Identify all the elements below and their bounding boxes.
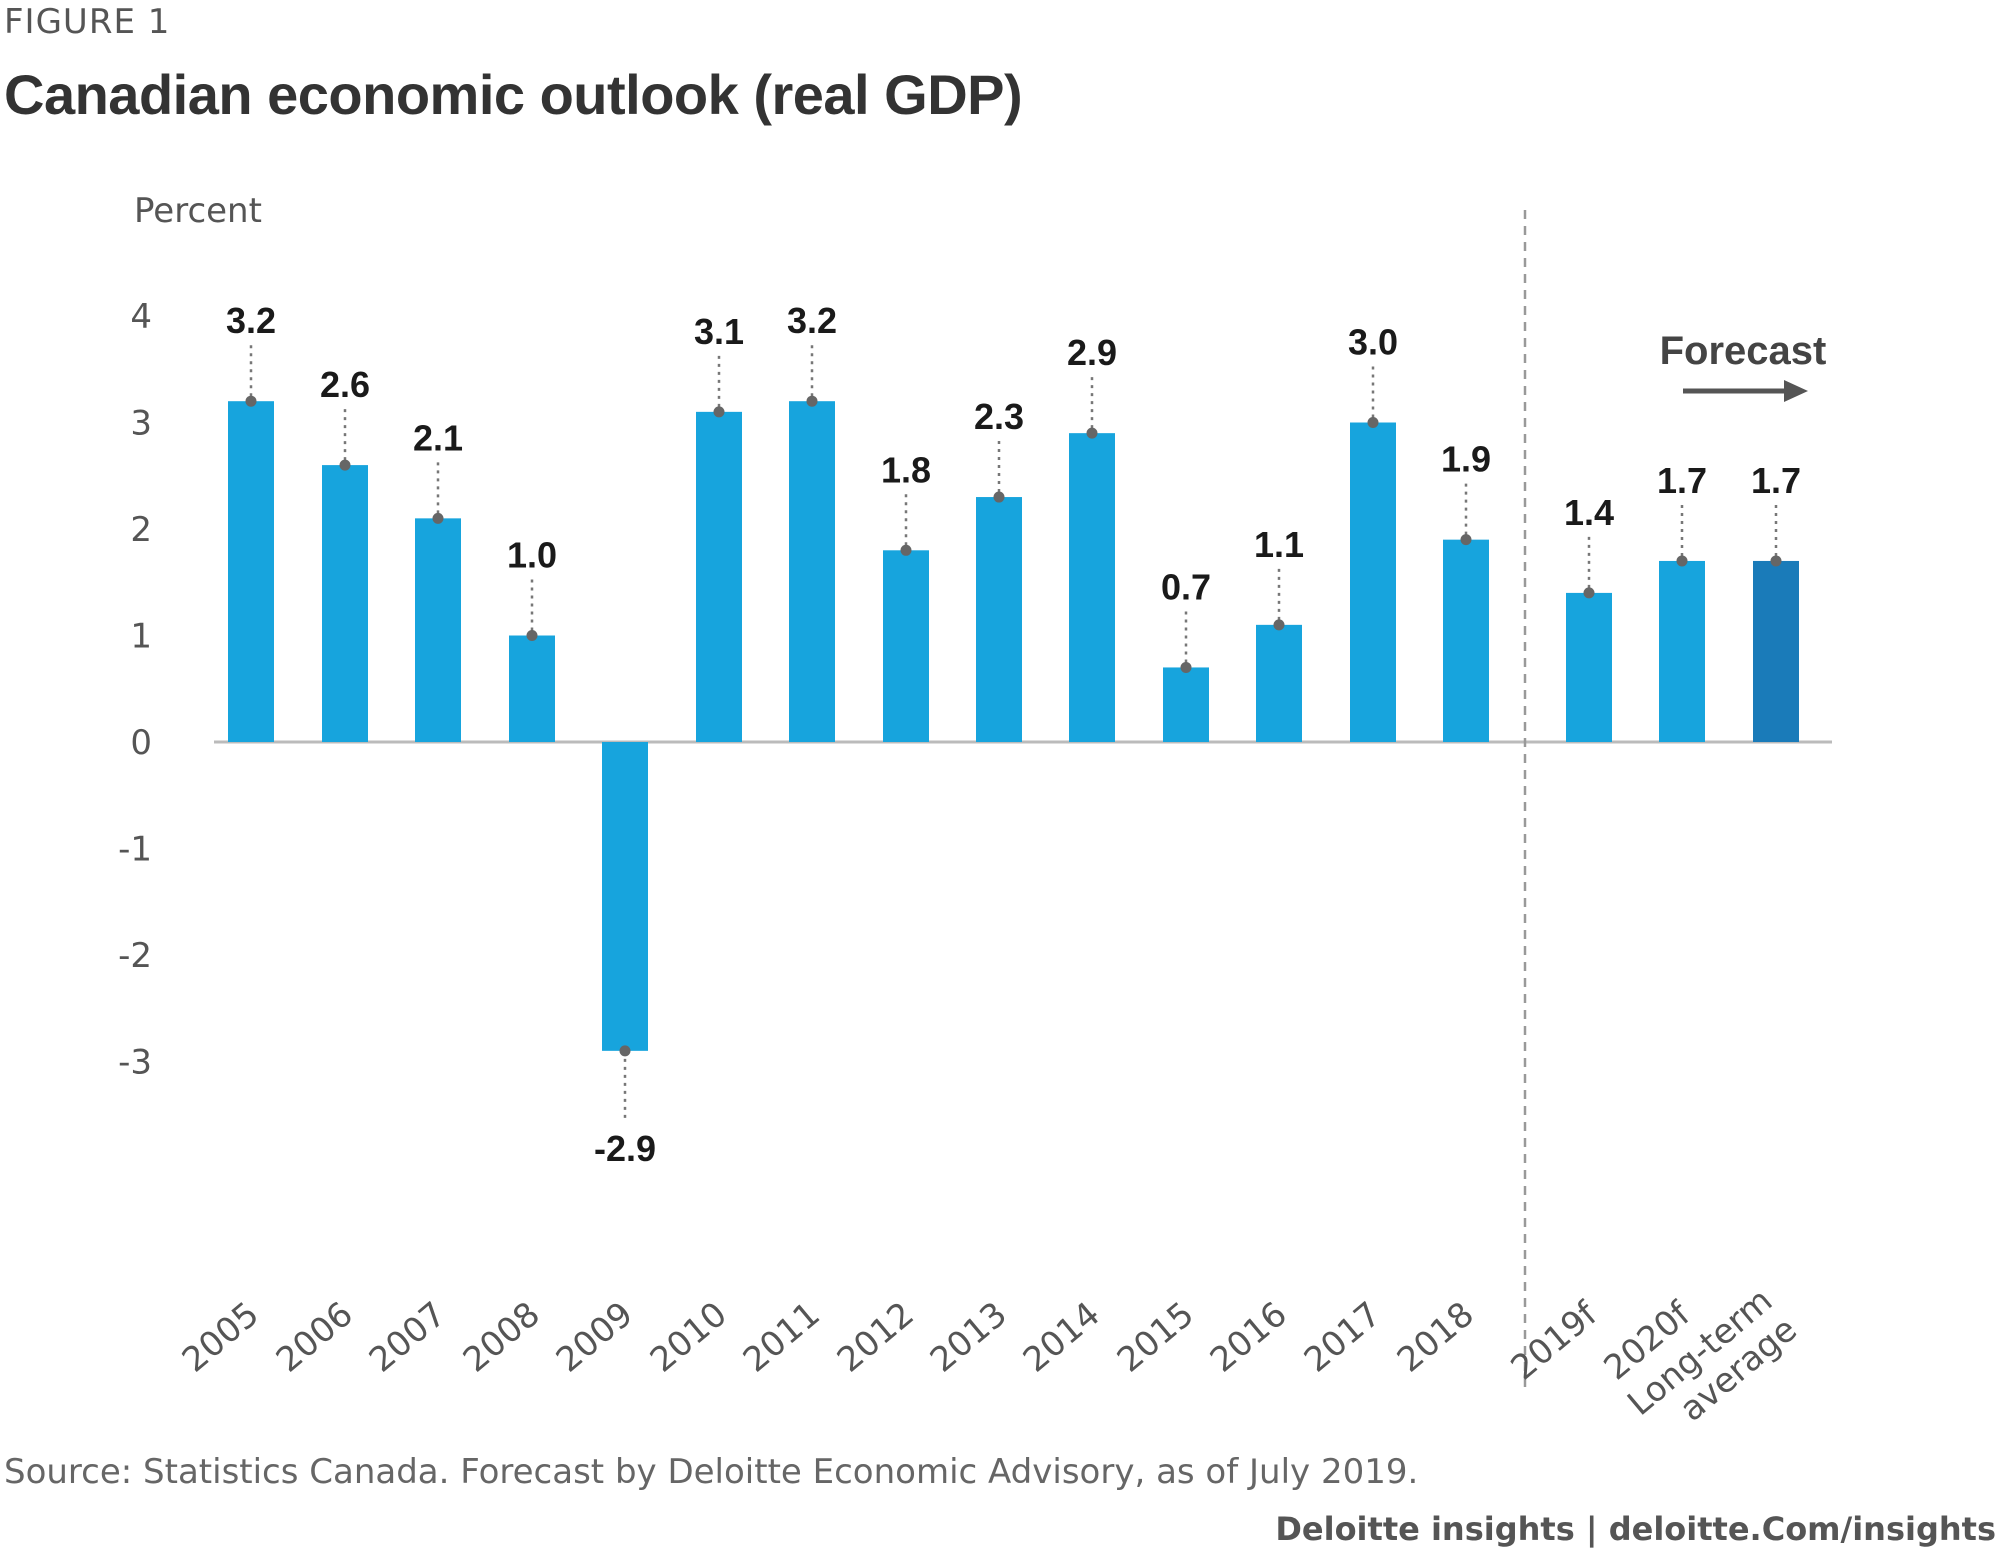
value-label: 2.6 (320, 364, 370, 405)
bar-2012 (883, 550, 929, 742)
bar-2005 (228, 401, 274, 742)
bar-2014 (1069, 433, 1115, 742)
value-label: 1.8 (881, 449, 931, 490)
value-label: 1.7 (1751, 460, 1801, 501)
forecast-annotation: Forecast (1660, 329, 1827, 402)
x-tick-label: 2007 (362, 1294, 454, 1380)
value-label: 2.9 (1067, 332, 1117, 373)
value-label: -2.9 (594, 1128, 656, 1169)
value-marker (1086, 427, 1098, 439)
y-tick-label: 2 (130, 510, 152, 550)
x-tick-label: 2015 (1110, 1294, 1202, 1380)
x-tick-label: 2013 (923, 1294, 1015, 1380)
x-tick-label: 2016 (1203, 1294, 1295, 1380)
chart-bars (228, 401, 1799, 1051)
value-label: 3.2 (787, 300, 837, 341)
value-label: 1.9 (1441, 439, 1491, 480)
value-marker (1676, 555, 1688, 567)
source-note: Source: Statistics Canada. Forecast by D… (4, 1452, 1419, 1492)
value-label: 1.4 (1564, 492, 1614, 533)
x-tick-label: 2010 (643, 1294, 735, 1380)
value-marker (245, 395, 257, 407)
y-axis-title: Percent (134, 191, 262, 231)
x-tick-label: 2011 (736, 1294, 828, 1380)
y-tick-label: 1 (130, 617, 152, 657)
bar-2011 (789, 401, 835, 742)
chart-axes: Percent 4 3 2 1 0 -1 -2 -3 (118, 191, 1832, 1390)
credit-line: Deloitte insights | deloitte.Com/insight… (1275, 1510, 1996, 1548)
bar-2013 (976, 497, 1022, 742)
y-tick-label: -2 (118, 936, 152, 976)
y-tick-label: 3 (130, 404, 152, 444)
forecast-label: Forecast (1660, 329, 1827, 373)
value-label: 1.7 (1657, 460, 1707, 501)
value-label: 1.1 (1254, 524, 1304, 565)
value-marker (1180, 661, 1192, 673)
value-label: 3.0 (1348, 322, 1398, 363)
value-label: 3.1 (694, 311, 744, 352)
value-marker (713, 406, 725, 418)
figure-label: FIGURE 1 (4, 2, 171, 42)
value-label: 1.0 (507, 535, 557, 576)
x-tick-label: 2008 (456, 1294, 548, 1380)
value-marker (1460, 534, 1472, 546)
bar-2018 (1443, 539, 1489, 742)
bar-2017 (1350, 422, 1396, 742)
value-marker (1583, 587, 1595, 599)
x-tick-label: 2018 (1390, 1294, 1482, 1380)
value-marker (1273, 619, 1285, 631)
value-label: 2.1 (413, 417, 463, 458)
value-label: 2.3 (974, 396, 1024, 437)
y-tick-label: 0 (130, 723, 152, 763)
y-tick-label: -3 (118, 1043, 152, 1083)
x-tick-label: 2005 (175, 1294, 267, 1380)
bar-2008 (509, 635, 555, 742)
x-tick-label: 2019f (1504, 1294, 1606, 1389)
bar-long-term-average (1753, 560, 1799, 742)
bar-2006 (322, 465, 368, 742)
value-marker (900, 544, 912, 556)
y-tick-label: 4 (130, 297, 152, 337)
value-marker (339, 459, 351, 471)
value-marker (806, 395, 818, 407)
value-marker (1367, 417, 1379, 428)
bar-2009 (602, 742, 648, 1051)
x-tick-label: 2017 (1297, 1294, 1389, 1380)
value-marker (993, 491, 1005, 503)
value-marker (526, 630, 538, 641)
x-tick-label: 2009 (549, 1294, 641, 1380)
y-tick-label: -1 (118, 830, 152, 870)
bar-2007 (415, 518, 461, 742)
x-tick-label: 2012 (830, 1294, 922, 1380)
chart-labels: 3.2 2005 2.6 2006 2.1 2007 1.0 2008 -2.9 2009 3.1 2… (175, 300, 1805, 1429)
bar-2015 (1163, 667, 1209, 742)
bar-2020f (1659, 560, 1705, 742)
x-tick-label: 2006 (269, 1294, 361, 1380)
chart-title: Canadian economic outlook (real GDP) (4, 63, 1023, 126)
value-marker (1770, 555, 1782, 567)
value-marker (432, 512, 444, 524)
bar-2016 (1256, 624, 1302, 742)
bar-2019f (1566, 592, 1612, 742)
x-tick-label: 2014 (1016, 1294, 1108, 1380)
bar-2010 (696, 411, 742, 742)
value-label: 3.2 (226, 300, 276, 341)
value-label: 0.7 (1161, 566, 1211, 607)
value-marker (619, 1045, 631, 1057)
forecast-arrow-head (1784, 380, 1808, 402)
